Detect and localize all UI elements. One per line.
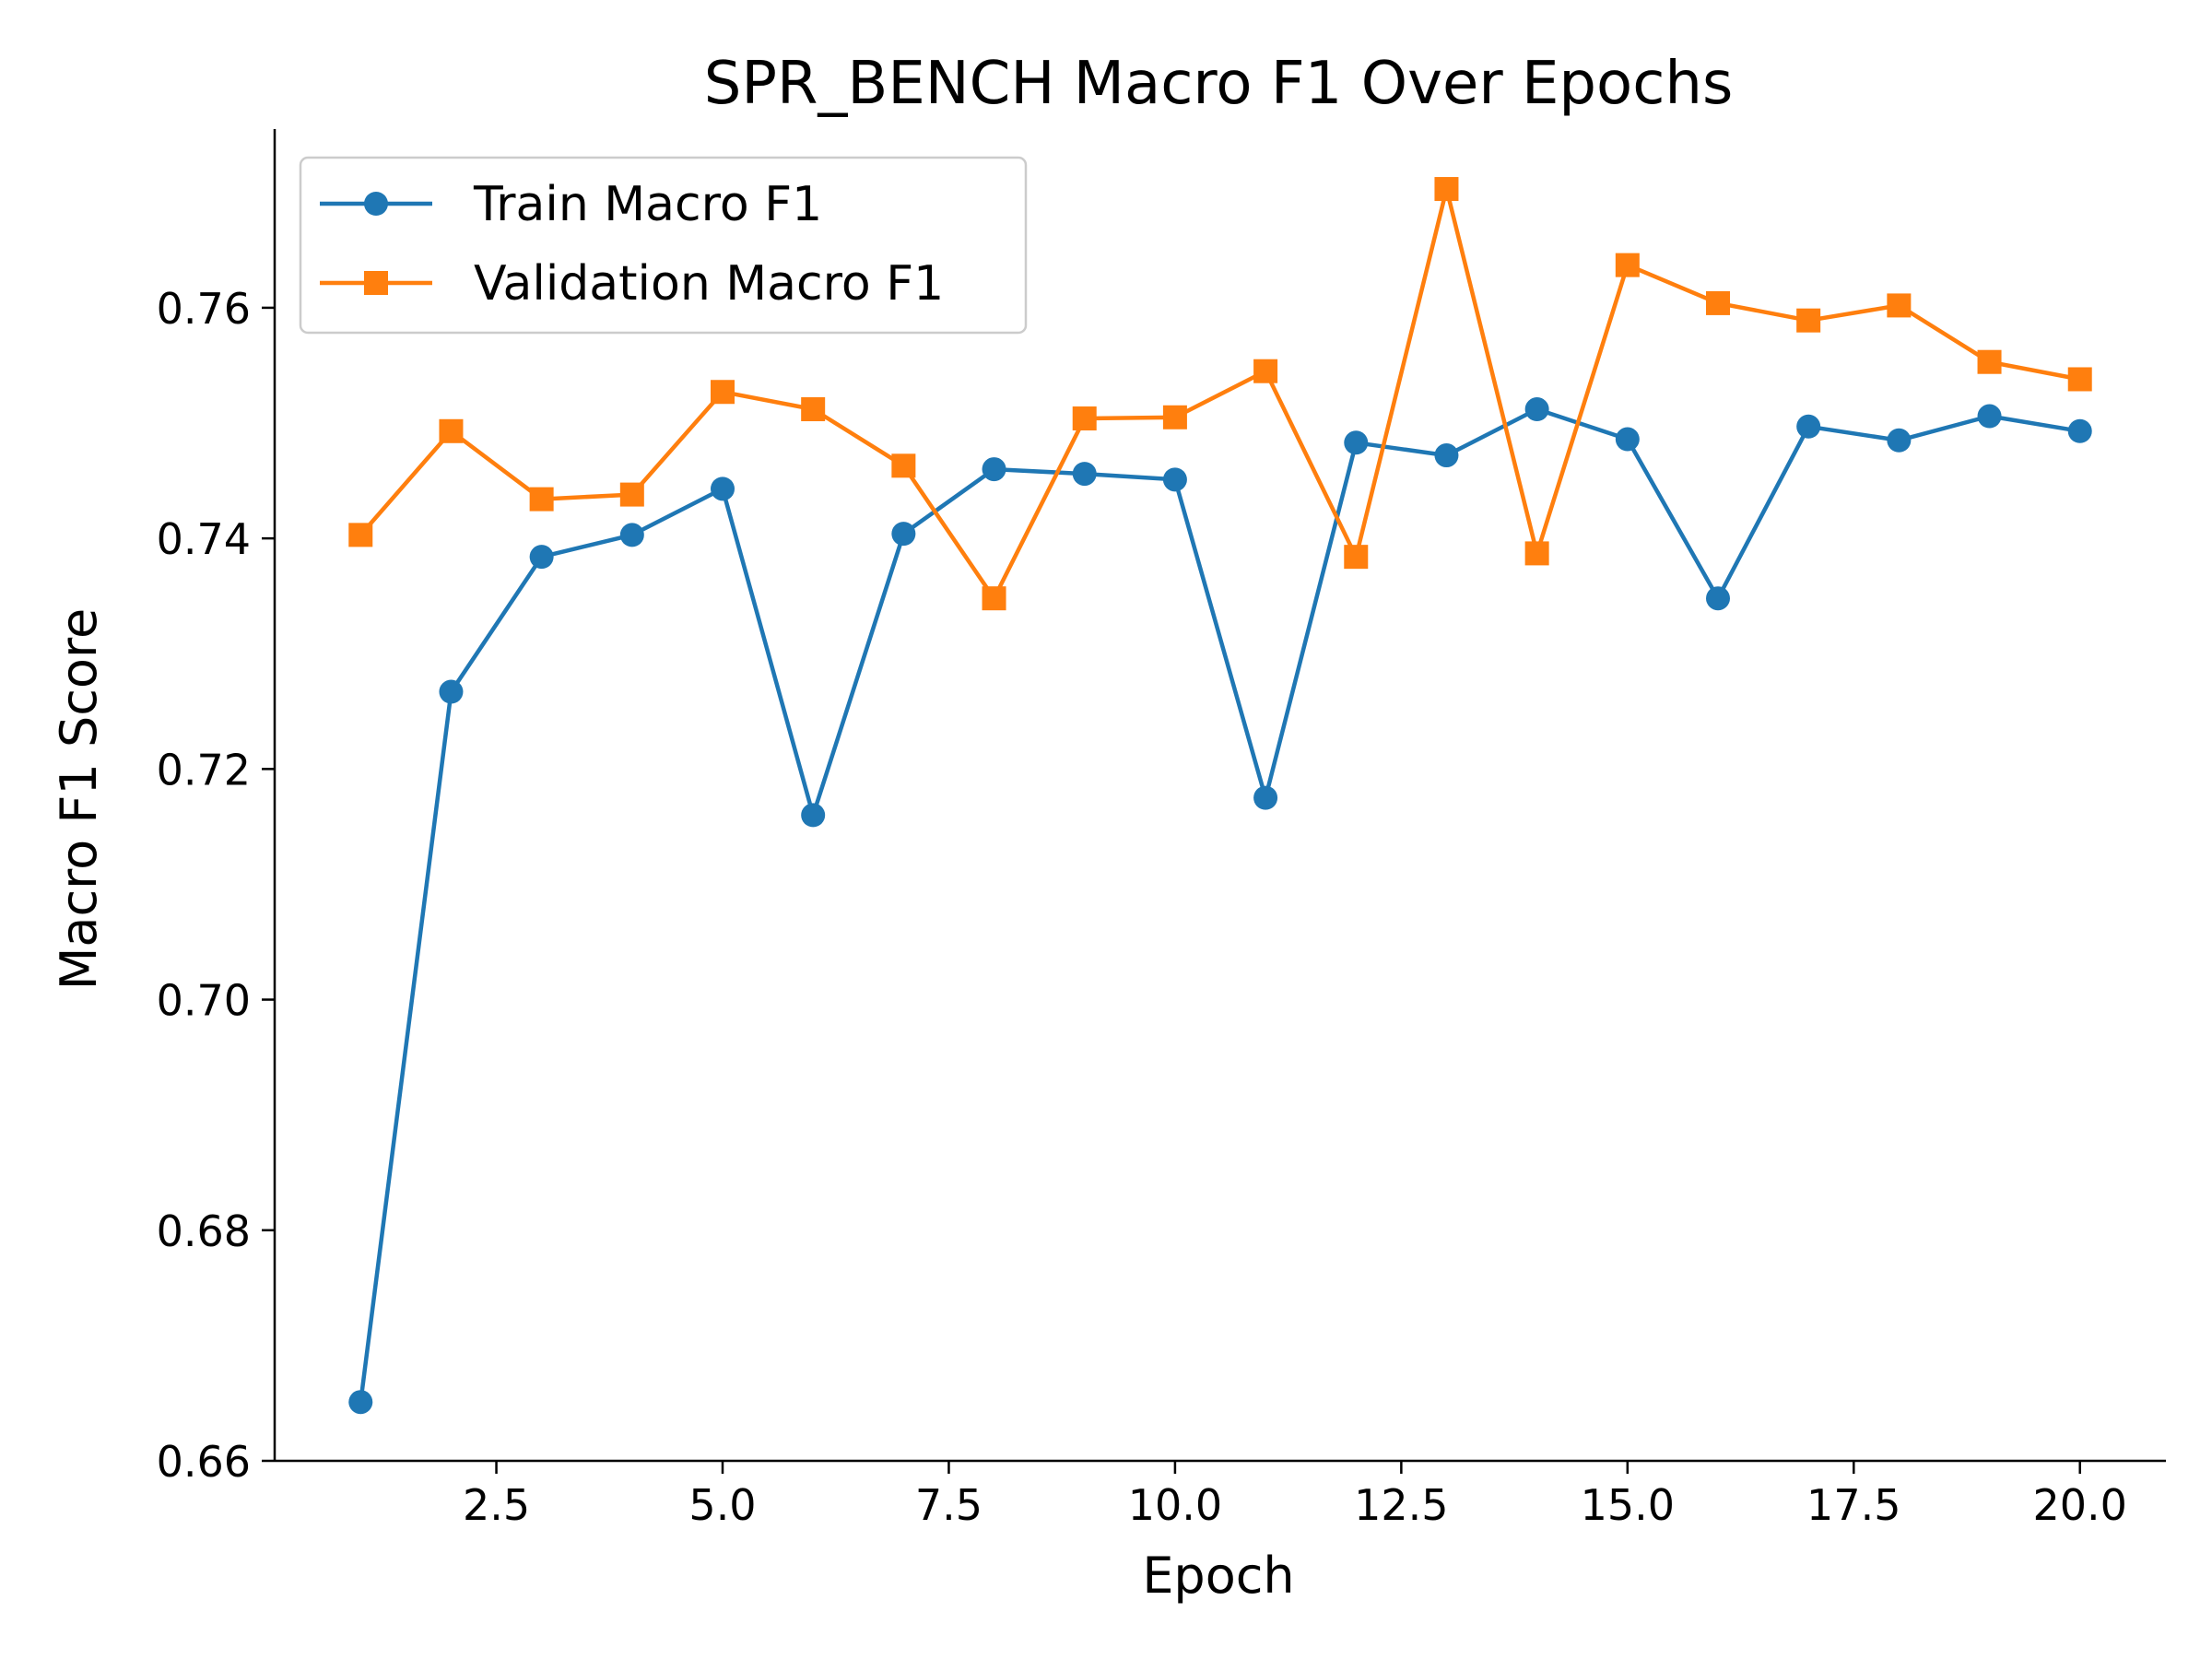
x-tick-label: 20.0 [2033,1480,2127,1530]
data-point-square [439,418,464,443]
x-tick-label: 15.0 [1581,1480,1675,1530]
data-point-square [2067,367,2092,392]
data-point-square [1977,349,2002,374]
y-tick-label: 0.70 [157,976,251,1026]
data-point-square [529,487,554,512]
legend-item: Train Macro F1 [320,177,822,232]
data-point-square [1072,406,1097,431]
data-point-square [619,482,644,507]
data-point-circle [891,522,916,547]
series-line [359,406,2081,1403]
legend-item: Validation Macro F1 [320,256,944,312]
data-point-square [1253,359,1278,383]
y-tick-label: 0.74 [157,514,251,564]
data-point-circle [2067,418,2092,443]
data-point-square [348,523,373,547]
x-tick-label: 10.0 [1128,1480,1222,1530]
series-layer [348,177,2092,1415]
data-point-circle [439,679,464,704]
data-point-circle [1615,427,1640,452]
series-line [359,186,2081,601]
data-point-square [1344,545,1369,570]
legend-box [299,156,1028,335]
data-point-circle [348,1390,373,1415]
data-point-square [891,453,916,478]
x-tick-label: 12.5 [1354,1480,1448,1530]
series-validation [348,177,2092,611]
chart-title: SPR_BENCH Macro F1 Over Epochs [704,50,1734,118]
data-point-square [711,380,735,405]
y-tick-label: 0.72 [157,745,251,794]
data-point-circle [529,545,554,570]
x-tick-label: 7.5 [915,1480,982,1530]
y-tick-label: 0.66 [157,1437,251,1487]
y-axis-title: Macro F1 Score [50,608,108,990]
axes: 2.5 5.0 7.5 10.0 12.5 15.0 17.5 20.0 0.66 0.68 0.7… [157,129,2166,1530]
data-point-circle [801,803,826,828]
legend-label: Train Macro F1 [473,177,822,232]
data-point-square [1524,541,1549,566]
data-point-circle [1253,785,1278,810]
data-point-circle [1344,430,1369,455]
data-point-square [1796,308,1821,333]
x-tick-label: 5.0 [688,1480,756,1530]
data-point-square [801,397,826,422]
data-point-square [1162,405,1187,429]
legend-label: Validation Macro F1 [474,256,944,312]
data-point-circle [1434,443,1459,468]
data-point-circle [1072,462,1097,487]
data-point-circle [1796,414,1821,439]
data-point-square [982,586,1006,611]
data-point-circle [1162,467,1187,492]
y-tick-label: 0.68 [157,1206,251,1256]
x-axis-title: Epoch [1142,1547,1294,1605]
x-tick-label: 2.5 [463,1480,530,1530]
data-point-circle [982,457,1006,482]
y-tick-label: 0.76 [157,284,251,334]
data-point-circle [1887,428,1912,453]
data-point-square [1887,293,1912,318]
data-point-square [1706,290,1730,315]
legend-marker-circle [364,192,388,216]
data-point-square [1434,177,1459,202]
data-point-circle [1524,397,1549,422]
data-point-circle [1977,404,2002,429]
data-point-circle [619,523,644,547]
legend-marker-square [364,271,388,295]
data-point-circle [1706,586,1730,611]
data-point-circle [711,477,735,501]
series-train [348,397,2092,1415]
legend: Train Macro F1 Validation Macro F1 [299,156,1028,335]
x-tick-label: 17.5 [1806,1480,1900,1530]
data-point-square [1615,253,1640,277]
